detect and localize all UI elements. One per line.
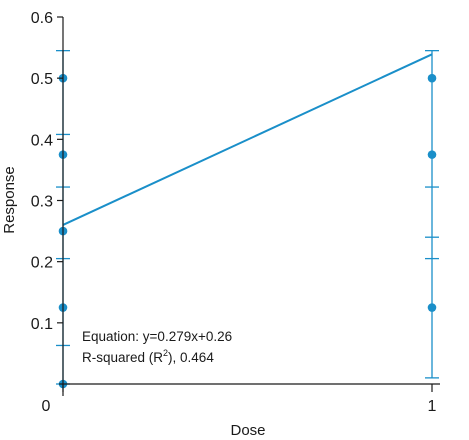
axes: [57, 16, 440, 396]
y-axis-title: Response: [1, 166, 18, 234]
y-tick-label-0: 0.1: [31, 316, 53, 333]
fit-line-group: [62, 53, 433, 226]
r-squared-superscript: 2: [163, 348, 168, 358]
y-tick-label-3: 0.4: [31, 132, 53, 149]
y-tick-label-4: 0.5: [31, 71, 53, 88]
x-axis-title: Dose: [230, 422, 265, 439]
r-squared-prefix: R-squared (R: [82, 350, 163, 365]
equation-annotation: Equation: y=0.279x+0.26: [82, 329, 232, 344]
y-tick-label-1: 0.2: [31, 255, 53, 272]
r-squared-annotation: R-squared (R2), 0.464: [82, 348, 214, 365]
data-point-6: [427, 150, 437, 159]
y-tick-label-2: 0.3: [31, 194, 53, 211]
y-tick-label-5: 0.6: [31, 10, 53, 27]
r-squared-suffix: ), 0.464: [168, 350, 214, 365]
x-tick-label-1: 1: [428, 398, 437, 415]
data-point-5: [427, 73, 437, 83]
data-point-7: [427, 303, 437, 312]
tick-labels: 0.1 0.2 0.3 0.4 0.5 0.6 0 1: [31, 10, 437, 415]
x-tick-label-0: 0: [42, 398, 51, 415]
fit-line: [62, 53, 433, 226]
